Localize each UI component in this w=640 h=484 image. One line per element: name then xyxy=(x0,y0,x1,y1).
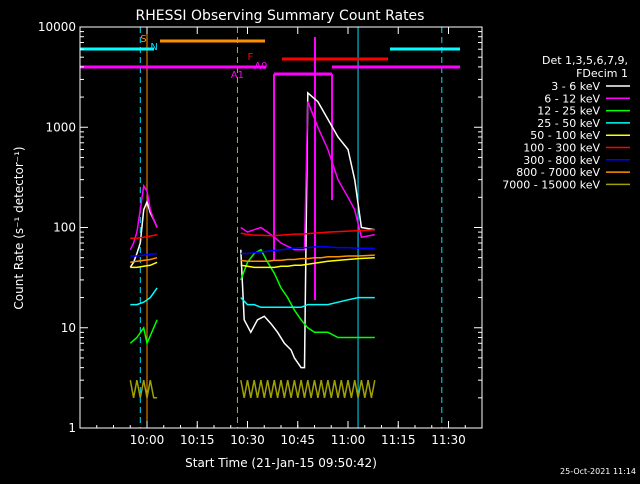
x-tick-label: 11:30 xyxy=(431,433,466,447)
annotation-label: F xyxy=(248,52,254,63)
series-line xyxy=(240,228,375,237)
legend-label: 6 - 12 keV xyxy=(544,92,600,105)
series-line xyxy=(240,254,375,263)
series-line xyxy=(240,380,376,398)
series-line xyxy=(130,252,158,257)
legend-label: 800 - 7000 keV xyxy=(516,166,600,179)
annotation-label: S xyxy=(140,34,146,45)
x-axis-label: Start Time (21-Jan-15 09:50:42) xyxy=(185,456,377,470)
annotations: SN FA0 A1 xyxy=(140,34,267,81)
legend-label: 300 - 800 keV xyxy=(523,154,600,167)
x-tick-label: 10:30 xyxy=(230,433,265,447)
legend-label: 12 - 25 keV xyxy=(537,105,600,118)
x-axis: 10:00 10:15 10:30 10:45 11:00 11:15 11:30 xyxy=(79,27,483,447)
annotation-label: A1 xyxy=(231,70,244,81)
x-tick-label: 10:15 xyxy=(180,433,215,447)
x-tick-label: 11:00 xyxy=(331,433,366,447)
legend-label: 100 - 300 keV xyxy=(523,142,600,155)
time-markers xyxy=(139,27,443,428)
timestamp: 25-Oct-2021 11:14 xyxy=(560,467,636,476)
x-tick-label: 10:45 xyxy=(280,433,315,447)
series-line xyxy=(130,256,158,264)
series-lines xyxy=(129,91,376,399)
series-line xyxy=(130,233,158,240)
legend-label: 3 - 6 keV xyxy=(551,80,600,93)
series-line xyxy=(240,101,375,251)
y-tick-label: 10000 xyxy=(38,20,76,34)
series-line xyxy=(240,91,375,369)
x-tick-label: 11:15 xyxy=(381,433,416,447)
plot-area: SN FA0 A1 xyxy=(80,27,460,428)
y-tick-label: 10 xyxy=(61,321,76,335)
y-tick-label: 1000 xyxy=(45,120,76,134)
legend-label: 50 - 100 keV xyxy=(530,129,600,142)
series-line xyxy=(240,248,375,339)
series-line xyxy=(129,380,158,399)
x-tick-label: 10:00 xyxy=(130,433,165,447)
y-tick-label: 1 xyxy=(68,421,76,435)
legend-label: 7000 - 15000 keV xyxy=(502,178,600,191)
series-line xyxy=(129,319,158,346)
series-line xyxy=(129,183,158,251)
y-axis: 1 10 100 1000 10000 xyxy=(38,20,482,435)
y-axis-label: Count Rate (s⁻¹ detector⁻¹) xyxy=(12,146,26,309)
series-line xyxy=(240,246,375,255)
annotation-label: A0 xyxy=(254,61,267,72)
attenuator-state-bars xyxy=(80,37,460,300)
series-line xyxy=(130,261,158,269)
chart-title: RHESSI Observing Summary Count Rates xyxy=(136,8,425,24)
series-line xyxy=(240,256,375,269)
legend-title-line-1: Det 1,3,5,6,7,9, xyxy=(542,54,628,67)
series-line xyxy=(130,287,158,306)
series-line xyxy=(240,296,375,309)
annotation-label: N xyxy=(150,42,157,53)
y-tick-label: 100 xyxy=(53,221,76,235)
legend-title-line-2: FDecim 1 xyxy=(576,67,628,80)
legend-label: 25 - 50 keV xyxy=(537,117,600,130)
